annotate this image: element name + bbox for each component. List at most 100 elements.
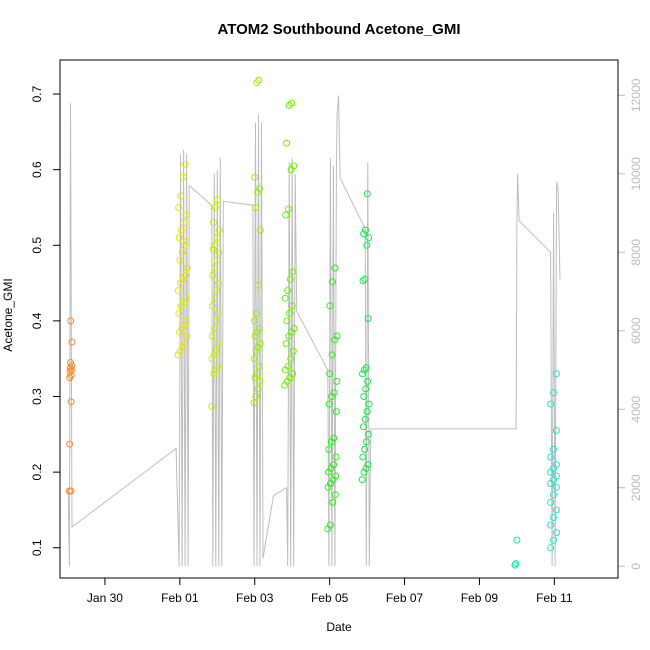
data-point (325, 400, 333, 408)
x-tick-label: Feb 01 (161, 591, 199, 605)
data-point (180, 321, 188, 329)
data-point (209, 302, 216, 310)
y2-tick-label: 0 (629, 563, 643, 570)
data-point (176, 256, 184, 264)
data-point (181, 340, 189, 348)
data-point (552, 506, 560, 514)
y-tick-label: 0.2 (30, 463, 44, 480)
data-point (286, 275, 294, 283)
data-point (363, 190, 371, 198)
data-point (256, 377, 264, 385)
data-point (175, 309, 183, 317)
data-point (67, 359, 74, 366)
data-point (550, 491, 557, 499)
data-point (209, 272, 217, 279)
data-point (333, 332, 341, 340)
x-tick-label: Feb 11 (536, 591, 573, 605)
data-point (255, 76, 263, 84)
data-point (283, 139, 291, 147)
data-point (211, 241, 219, 249)
data-point (212, 366, 220, 374)
data-point (179, 275, 187, 283)
data-point (547, 544, 555, 552)
data-point (253, 370, 261, 378)
data-point (253, 79, 261, 87)
y-tick-label: 0.7 (30, 85, 44, 102)
data-point (211, 264, 219, 272)
data-point (208, 355, 216, 363)
flight-series (547, 370, 560, 552)
data-point (67, 371, 75, 379)
data-point (215, 249, 223, 257)
data-point (213, 196, 221, 204)
data-point (210, 351, 218, 359)
data-point (359, 453, 367, 461)
x-tick-label: Feb 05 (311, 591, 349, 605)
data-point (213, 234, 221, 242)
data-point (283, 317, 291, 325)
data-point (281, 294, 289, 302)
data-point (253, 309, 260, 317)
data-point (364, 315, 372, 323)
data-point (550, 514, 557, 521)
data-point (332, 472, 340, 480)
data-point (364, 461, 372, 469)
data-point (362, 364, 370, 372)
data-point (253, 328, 261, 336)
data-point (289, 268, 297, 276)
data-point (211, 294, 219, 302)
data-point (176, 328, 184, 336)
data-point (254, 188, 262, 196)
data-point (359, 370, 366, 378)
data-point (547, 400, 555, 408)
data-point (254, 343, 262, 351)
data-point (325, 445, 333, 453)
data-point (552, 472, 560, 480)
data-point (330, 461, 337, 469)
data-point (208, 332, 216, 340)
data-point (360, 366, 368, 374)
data-point (364, 430, 372, 438)
data-point (547, 453, 555, 461)
data-point (181, 160, 189, 168)
data-point (210, 370, 218, 378)
x-tick-label: Jan 30 (87, 591, 123, 605)
data-point (362, 226, 369, 234)
x-tick-label: Feb 03 (236, 591, 274, 605)
data-point (364, 377, 372, 385)
data-point (511, 561, 519, 569)
data-point (251, 173, 259, 181)
data-point (287, 355, 295, 363)
data-point (180, 241, 188, 249)
data-point (209, 219, 217, 227)
data-point (363, 241, 371, 249)
data-point (330, 434, 338, 442)
data-point (552, 483, 560, 491)
data-point (359, 423, 367, 431)
y-tick-label: 0.1 (30, 539, 44, 556)
data-point (214, 340, 222, 348)
data-point (67, 487, 75, 495)
data-point (363, 438, 370, 446)
data-point (180, 298, 187, 306)
data-point (66, 368, 74, 376)
y2-tick-label: 12000 (629, 78, 643, 112)
data-point (361, 415, 369, 423)
y2-tick-label: 6000 (629, 317, 643, 344)
data-point (330, 389, 338, 397)
data-point (178, 226, 185, 234)
data-point (331, 491, 339, 499)
data-point (552, 529, 560, 537)
data-point (331, 264, 339, 272)
data-point (361, 445, 369, 453)
data-point (552, 461, 560, 469)
data-point (326, 302, 334, 310)
data-point (358, 476, 366, 484)
data-point (289, 347, 297, 355)
data-point (175, 234, 183, 242)
data-point (333, 377, 341, 385)
data-point (290, 325, 298, 332)
data-point (212, 317, 220, 325)
data-point (213, 256, 221, 264)
data-point (360, 230, 368, 238)
